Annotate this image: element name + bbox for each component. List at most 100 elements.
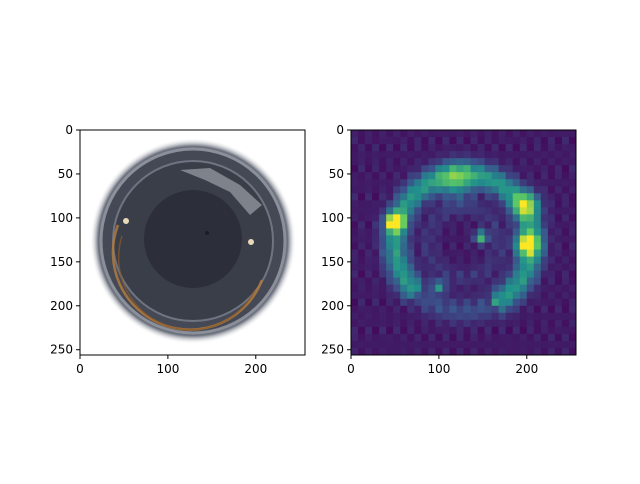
heatmap-cell	[463, 207, 471, 215]
heatmap-cell	[414, 200, 422, 208]
heatmap-cell	[533, 270, 542, 279]
heatmap-cell	[386, 172, 394, 180]
heatmap-cell	[561, 207, 570, 215]
heatmap-cell	[456, 277, 464, 286]
heatmap-cell	[400, 186, 408, 194]
heatmap-cell	[400, 284, 408, 293]
heatmap-cell	[547, 144, 556, 152]
heatmap-cell	[421, 319, 429, 328]
heatmap-cell	[540, 200, 549, 208]
heatmap-cell	[379, 186, 387, 194]
heatmap-cell	[379, 193, 387, 201]
heatmap-cell	[428, 200, 436, 208]
heatmap-cell	[561, 347, 570, 355]
heatmap-cell	[456, 298, 464, 307]
heatmap-cell	[421, 284, 429, 293]
heatmap-cell	[358, 158, 366, 166]
heatmap-cell	[498, 179, 507, 187]
heatmap-cell	[526, 158, 535, 166]
heatmap-cell	[442, 249, 450, 257]
heatmap-cell	[505, 214, 514, 222]
heatmap-cell	[554, 214, 563, 222]
heatmap-cell	[421, 326, 429, 335]
heatmap-cell	[442, 333, 450, 342]
heatmap-cell	[568, 270, 576, 279]
heatmap-cell	[407, 256, 415, 264]
heatmap-cell	[498, 130, 507, 138]
heatmap-cell	[547, 305, 556, 314]
heatmap-cell	[526, 179, 535, 187]
heatmap-cell	[372, 256, 380, 264]
heatmap-cell	[435, 340, 443, 349]
heatmap-cell	[463, 291, 471, 300]
heatmap-cell	[540, 186, 549, 194]
heatmap-cell	[512, 228, 521, 236]
heatmap-cell	[519, 130, 528, 138]
heatmap-cell	[421, 256, 429, 264]
heatmap-cell	[519, 298, 528, 307]
heatmap-cell	[456, 179, 464, 187]
heatmap-cell	[540, 291, 549, 300]
heatmap-cell	[456, 186, 464, 194]
heatmap-cell	[379, 151, 387, 159]
heatmap-cell	[505, 256, 514, 264]
heatmap-cell	[554, 277, 563, 286]
photo-y-tick-label: 250	[50, 343, 73, 357]
heatmap-cell	[386, 186, 394, 194]
heatmap-cell	[498, 298, 507, 307]
heatmap-cell	[456, 340, 464, 349]
heatmap-cell	[484, 340, 493, 349]
heatmap-cell	[554, 340, 563, 349]
heatmap-cell	[442, 186, 450, 194]
heatmap-cell	[533, 151, 542, 159]
heatmap-cell	[477, 144, 485, 152]
heatmap-cell	[526, 165, 535, 173]
heatmap-cell	[477, 137, 485, 145]
heatmap-cell	[484, 158, 493, 166]
heatmap-cell	[428, 333, 436, 342]
heatmap-cell	[372, 277, 380, 286]
heatmap-cell	[491, 277, 500, 286]
heatmap-cell	[533, 333, 542, 342]
heatmap-cell	[400, 221, 408, 229]
heatmap-cell	[568, 291, 576, 300]
heatmap-cell	[428, 291, 436, 300]
heatmap-cell	[442, 200, 450, 208]
heatmap-cell	[533, 284, 542, 293]
heatmap-cell	[351, 305, 359, 314]
heatmap-cell	[421, 263, 429, 272]
heatmap-cell	[568, 144, 576, 152]
heatmap-cell	[561, 200, 570, 208]
heatmap-cell	[400, 256, 408, 264]
heatmap-cell	[554, 221, 563, 229]
heatmap-cell	[533, 172, 542, 180]
heatmap-cell	[491, 235, 500, 243]
heatmap-cell	[400, 158, 408, 166]
heatmap-cell	[463, 256, 471, 264]
heatmap-cell	[484, 298, 493, 307]
heatmap-cell	[393, 242, 401, 250]
heatmap-cell	[421, 277, 429, 286]
heatmap-frame	[350, 129, 577, 356]
heatmap-cell	[449, 263, 457, 272]
photo-ticks: 0 100 200 0 50 100 150 200 250	[50, 123, 267, 376]
heatmap-cell	[414, 228, 422, 236]
heatmap-cell	[498, 207, 507, 215]
heatmap-cell	[519, 179, 528, 187]
heatmap-cell	[498, 319, 507, 328]
heatmap-y-tick-label: 250	[321, 343, 344, 357]
heatmap-cell	[435, 144, 443, 152]
heatmap-cell	[407, 137, 415, 145]
heatmap-cell	[428, 340, 436, 349]
heatmap-cell	[491, 137, 500, 145]
heatmap-cell	[477, 165, 485, 173]
heatmap-cell	[491, 193, 500, 201]
heatmap-cell	[393, 277, 401, 286]
heatmap-cell	[526, 263, 535, 272]
heatmap-cell	[407, 305, 415, 314]
heatmap-cell	[407, 312, 415, 321]
heatmap-cell	[358, 298, 366, 307]
heatmap-cell	[386, 242, 394, 250]
heatmap-cell	[428, 193, 436, 201]
heatmap-cell	[512, 179, 521, 187]
